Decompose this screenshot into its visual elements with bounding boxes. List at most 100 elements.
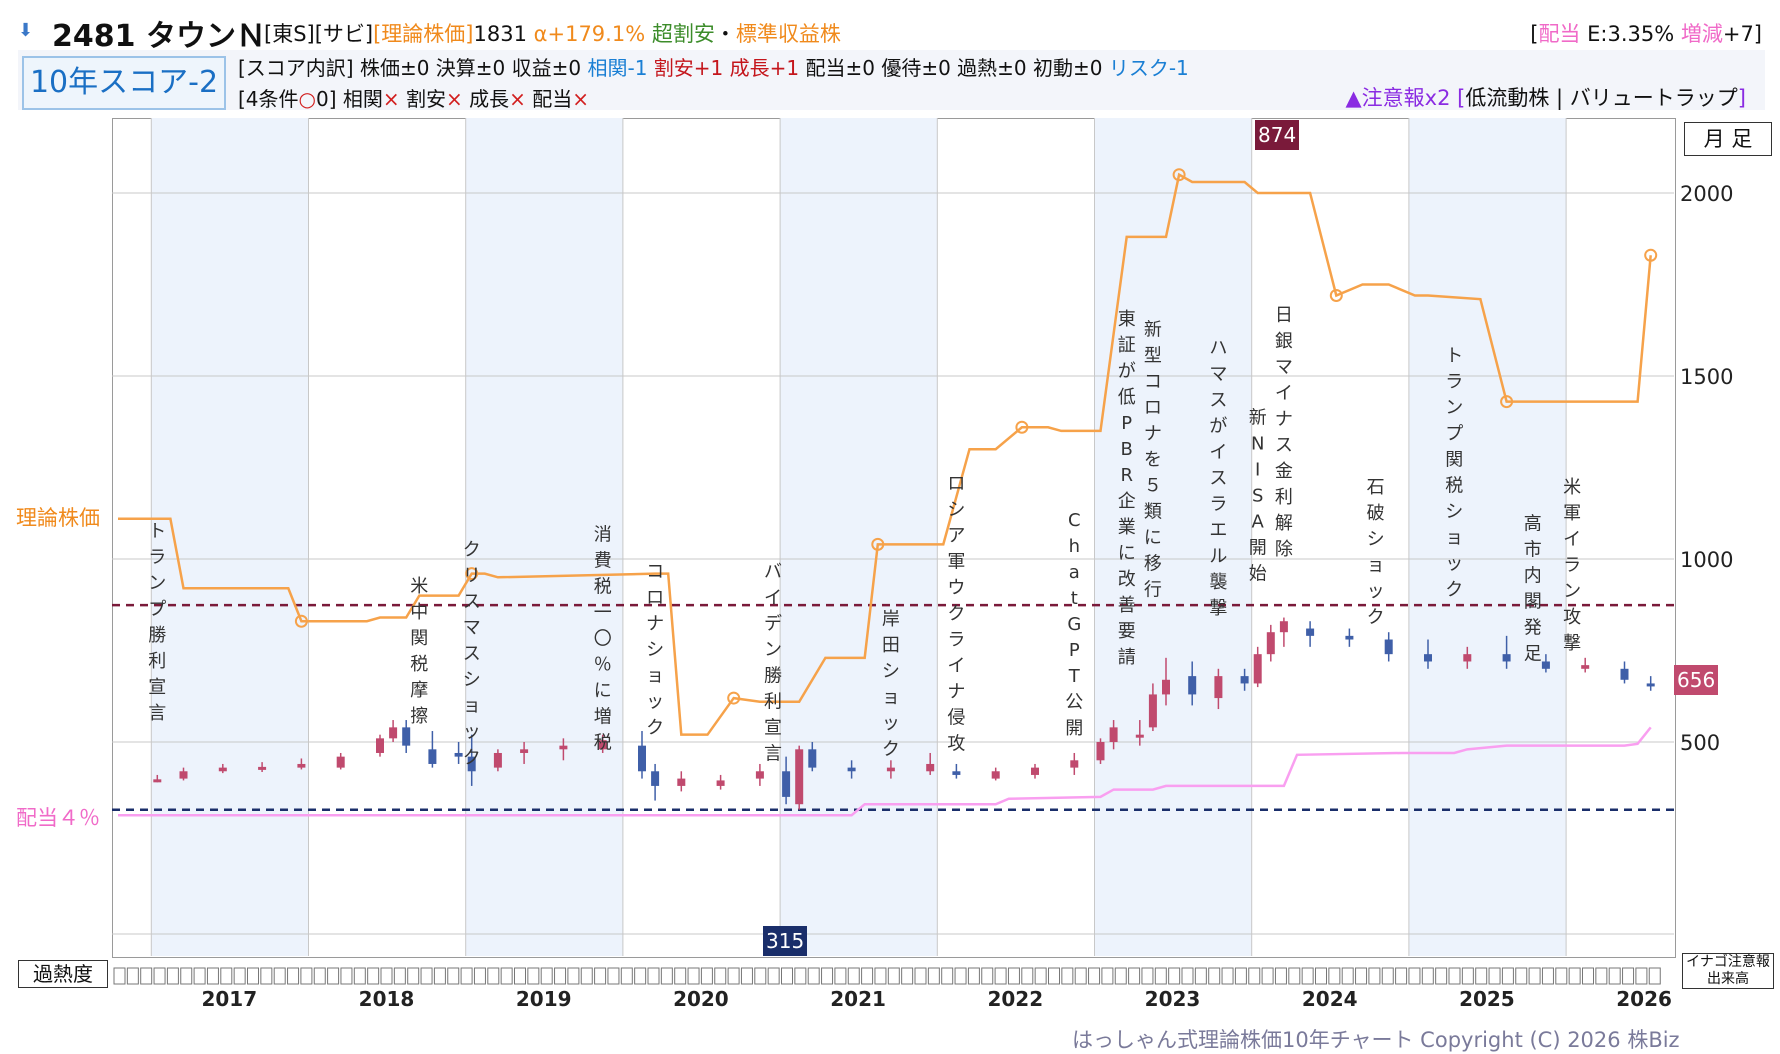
overheat-cell (300, 967, 313, 985)
year-tick-label: 2020 (673, 987, 729, 1011)
current-price-tag: 656 (1674, 665, 1719, 695)
candle-body (926, 763, 935, 772)
y-tick-label: 1500 (1680, 365, 1733, 389)
event-label: クリスマスショック (463, 539, 481, 768)
alpha-value: α+179.1% (533, 22, 646, 46)
inago-label: イナゴ注意報 (1686, 954, 1770, 970)
overheat-cell (1168, 967, 1181, 985)
overheat-cell (1582, 967, 1594, 985)
overheat-cell (754, 967, 767, 985)
overheat-cell (487, 967, 500, 985)
overheat-cell (1541, 967, 1554, 985)
condition-cheap: 割安 (406, 87, 446, 111)
overheat-cell (500, 967, 513, 985)
overheat-cell (540, 967, 553, 985)
candle-body (991, 771, 1000, 779)
overheat-cell (514, 967, 526, 985)
overheat-cell (126, 967, 139, 985)
dividend-4pct-line (118, 726, 1652, 817)
overheat-cell (1088, 967, 1101, 985)
candle-body (1384, 639, 1393, 655)
year-band (1408, 118, 1567, 956)
overheat-cell (113, 967, 126, 985)
overheat-cell (447, 967, 460, 985)
overheat-cell (1448, 967, 1461, 985)
candle-body (1306, 628, 1315, 636)
candle-body (847, 767, 856, 772)
event-label: 岸田ショック (882, 609, 900, 760)
candle-body (638, 745, 646, 772)
candle-body (808, 749, 817, 768)
stock-title: 2481 タウンＮ (52, 19, 266, 54)
warning: ▲注意報x2 [低流動株 | バリュートラップ] (1346, 82, 1746, 112)
judgement-cheap: 超割安 (651, 22, 715, 46)
overheat-cell (1007, 967, 1020, 985)
theory-point (727, 691, 741, 705)
dividend-change-value: +7] (1722, 22, 1762, 46)
warning-bracket: [ (1450, 86, 1466, 110)
candle-body (520, 749, 529, 753)
overheat-cell (233, 967, 246, 985)
overheat-cell (1315, 967, 1327, 985)
year-tick-label: 2022 (987, 987, 1043, 1011)
overheat-cell (647, 967, 660, 985)
candle-body (493, 752, 502, 768)
overheat-cell (1114, 967, 1127, 985)
overheat-cell (460, 967, 473, 985)
overheat-cell (954, 967, 967, 985)
overheat-cell (1435, 967, 1448, 985)
overheat-cell (1381, 967, 1394, 985)
candle-body (1502, 654, 1511, 662)
inago-warning-label: イナゴ注意報 出来高 (1682, 953, 1774, 989)
overheat-cell (220, 967, 233, 985)
candle-body (1266, 632, 1275, 655)
copyright: はっしゃん式理論株価10年チャート Copyright (C) 2026 株Bi… (1072, 1028, 1680, 1052)
judgement-separator: ・ (714, 22, 736, 46)
y-tick-label: 1000 (1680, 548, 1733, 572)
overheat-cell (273, 967, 286, 985)
overheat-cell (847, 967, 860, 985)
candle-body (651, 771, 660, 786)
candle-body (559, 745, 568, 750)
cheapness-score: 割安+1 (653, 56, 724, 80)
candle-body (1148, 694, 1157, 728)
candle-body (1253, 654, 1262, 684)
overheat-cell (1048, 967, 1060, 985)
overheat-cell (1061, 967, 1074, 985)
theory-point (1015, 420, 1029, 434)
candle-body (716, 780, 725, 786)
overheat-cell (1341, 967, 1354, 985)
candle-body (598, 740, 607, 750)
overheat-cell (1515, 967, 1528, 985)
overheat-cell (193, 967, 206, 985)
overheat-cell (287, 967, 300, 985)
candle-body (1214, 676, 1223, 699)
overheat-cell (260, 967, 273, 985)
theory-price-value: 1831 (473, 22, 527, 46)
overheat-cell (794, 967, 807, 985)
overheat-cell (674, 967, 687, 985)
candle-body (454, 752, 463, 757)
overheat-label: 過熱度 (18, 960, 108, 988)
cross-icon: × (509, 87, 526, 111)
candle-body (153, 779, 162, 783)
candle-body (389, 727, 398, 739)
high-price-tag: 874 (1255, 120, 1300, 150)
y-tick-label: 500 (1680, 731, 1720, 755)
overheat-cell (1568, 967, 1581, 985)
overheat-cell (967, 967, 980, 985)
theory-point (294, 614, 308, 628)
overheat-cell (807, 967, 820, 985)
overheat-cell (660, 967, 673, 985)
overheat-cell (140, 967, 153, 985)
cross-icon: × (572, 87, 590, 111)
overheat-cell (1194, 967, 1207, 985)
year-tick-label: 2023 (1145, 987, 1201, 1011)
overheat-cell (1301, 967, 1314, 985)
overheat-cell (1595, 967, 1608, 985)
overheat-cell (1635, 967, 1648, 985)
candle-body (1345, 635, 1354, 640)
warning-detail: 低流動株 | バリュートラップ (1465, 86, 1738, 110)
